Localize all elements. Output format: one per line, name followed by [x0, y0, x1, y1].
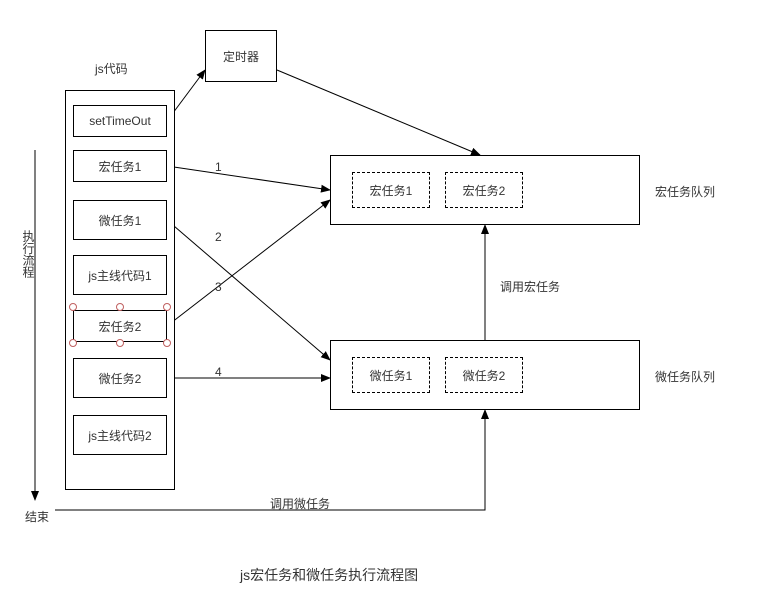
decoration-circle	[163, 339, 171, 347]
main-code-1-box: js主线代码1	[73, 255, 167, 295]
micro-queue-label: 微任务队列	[655, 368, 715, 385]
micro-task-1-label: 微任务1	[99, 212, 142, 229]
micro-queue-item-1: 微任务1	[352, 357, 430, 393]
macro-task-1-box: 宏任务1	[73, 150, 167, 182]
micro-task-2-label: 微任务2	[99, 370, 142, 387]
edge-label: 4	[215, 365, 222, 379]
main-code-1-label: js主线代码1	[88, 267, 151, 284]
micro-task-1-box: 微任务1	[73, 200, 167, 240]
timer-box: 定时器	[205, 30, 277, 82]
macro-queue-item-2: 宏任务2	[445, 172, 523, 208]
micro-queue-item-1-label: 微任务1	[370, 367, 413, 384]
micro-queue-item-2-label: 微任务2	[463, 367, 506, 384]
macro-queue-item-1-label: 宏任务1	[370, 182, 413, 199]
decoration-circle	[116, 303, 124, 311]
decoration-circle	[69, 339, 77, 347]
micro-task-2-box: 微任务2	[73, 358, 167, 398]
main-code-2-label: js主线代码2	[88, 427, 151, 444]
macro-queue-item-1: 宏任务1	[352, 172, 430, 208]
macro-queue-item-2-label: 宏任务2	[463, 182, 506, 199]
decoration-circle	[69, 303, 77, 311]
decoration-circle	[116, 339, 124, 347]
micro-queue-item-2: 微任务2	[445, 357, 523, 393]
macro-queue-label: 宏任务队列	[655, 183, 715, 200]
edge-label: 3	[215, 280, 222, 294]
timer-label: 定时器	[223, 48, 259, 65]
decoration-circle	[163, 303, 171, 311]
edge-label: 2	[215, 230, 222, 244]
macro-task-1-label: 宏任务1	[99, 158, 142, 175]
settimeout-label: setTimeOut	[89, 114, 151, 128]
macro-task-2-label: 宏任务2	[99, 318, 142, 335]
exec-flow-label: 执行流程	[20, 230, 37, 278]
diagram-caption: js宏任务和微任务执行流程图	[240, 565, 418, 585]
macro-task-2-box: 宏任务2	[73, 310, 167, 342]
main-code-2-box: js主线代码2	[73, 415, 167, 455]
settimeout-box: setTimeOut	[73, 105, 167, 137]
edge-label: 调用微任务	[270, 495, 330, 512]
edge-label: 1	[215, 160, 222, 174]
end-label: 结束	[25, 508, 49, 525]
edge-label: 调用宏任务	[500, 278, 560, 295]
js-code-header-label: js代码	[95, 60, 128, 77]
